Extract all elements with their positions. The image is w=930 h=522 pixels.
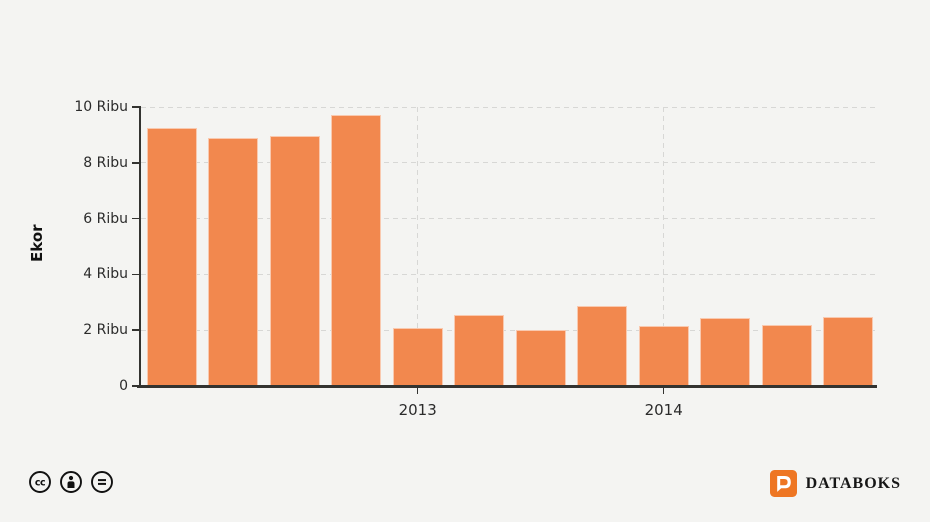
attribution-icon	[60, 471, 82, 493]
gridline-horizontal	[141, 329, 876, 331]
gridline-horizontal	[141, 273, 876, 275]
x-axis-line	[137, 385, 877, 388]
y-tick-label: 2 Ribu	[83, 322, 128, 339]
gridline-horizontal	[141, 218, 876, 220]
databoks-logo-icon	[769, 470, 797, 497]
y-axis-title: Ekor	[28, 223, 46, 262]
x-tick-label: 2014	[644, 401, 683, 419]
y-axis-tick	[132, 329, 141, 331]
x-tick-label: 2013	[398, 401, 437, 419]
y-axis-tick	[132, 273, 141, 276]
cc-license-badge[interactable]: cc	[28, 470, 114, 494]
y-axis-line	[139, 107, 141, 387]
cc-icon: cc	[29, 471, 51, 493]
x-axis-tick	[662, 387, 665, 394]
y-tick-label: 10 Ribu	[74, 99, 128, 115]
bar[interactable]	[208, 138, 259, 386]
gridline-horizontal	[141, 106, 876, 108]
bar[interactable]	[331, 115, 382, 386]
bar[interactable]	[146, 128, 197, 386]
bar[interactable]	[823, 317, 874, 386]
databoks-logo[interactable]: DATABOKS	[769, 470, 901, 497]
bar[interactable]	[761, 325, 812, 386]
bar[interactable]	[269, 136, 320, 386]
y-tick-label: 6 Ribu	[83, 210, 128, 227]
bar[interactable]	[638, 326, 689, 386]
bar[interactable]	[454, 315, 505, 386]
bar[interactable]	[577, 306, 628, 386]
svg-text:cc: cc	[35, 477, 45, 488]
y-tick-label: 4 Ribu	[83, 266, 128, 283]
y-axis-tick	[132, 162, 141, 164]
bar[interactable]	[392, 328, 443, 386]
y-tick-label: 8 Ribu	[83, 154, 128, 171]
y-axis-tick	[132, 217, 141, 220]
gridline-vertical	[663, 107, 665, 386]
y-axis-tick	[132, 106, 141, 108]
x-axis-tick	[416, 387, 419, 394]
gridline-horizontal	[141, 162, 876, 164]
bar[interactable]	[515, 330, 566, 386]
bar[interactable]	[700, 318, 751, 386]
gridline-vertical	[417, 107, 419, 386]
y-axis-tick	[132, 385, 141, 387]
databoks-wordmark: DATABOKS	[805, 474, 901, 492]
y-tick-label: 0	[119, 378, 128, 394]
no-derivatives-icon	[91, 471, 113, 493]
